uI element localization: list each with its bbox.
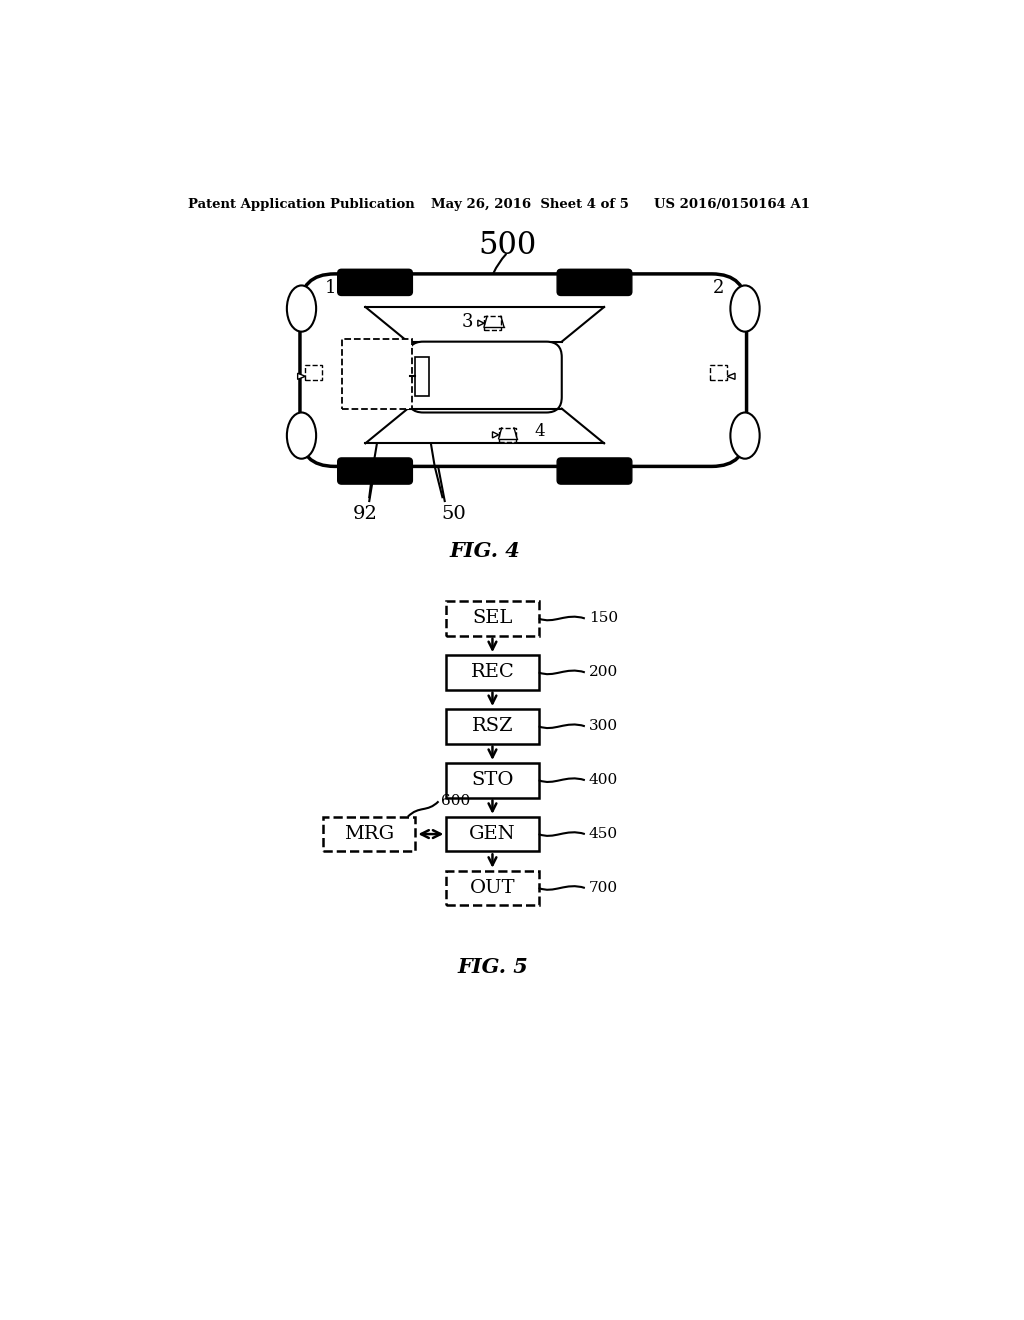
FancyBboxPatch shape	[557, 458, 632, 484]
Ellipse shape	[287, 413, 316, 459]
Text: 200: 200	[589, 665, 617, 680]
Text: FIG. 5: FIG. 5	[457, 957, 527, 977]
Text: 400: 400	[589, 774, 617, 787]
Bar	[305, 364, 323, 380]
FancyBboxPatch shape	[446, 655, 539, 689]
Text: 700: 700	[589, 880, 617, 895]
Text: 300: 300	[589, 719, 617, 734]
FancyBboxPatch shape	[408, 342, 562, 412]
Text: US 2016/0150164 A1: US 2016/0150164 A1	[654, 198, 810, 211]
Bar	[484, 317, 501, 330]
Text: 3: 3	[462, 313, 473, 331]
FancyBboxPatch shape	[446, 871, 539, 906]
FancyBboxPatch shape	[446, 763, 539, 797]
Bar	[416, 358, 429, 396]
FancyBboxPatch shape	[300, 275, 746, 466]
FancyBboxPatch shape	[342, 339, 412, 409]
FancyBboxPatch shape	[446, 709, 539, 743]
Bar	[499, 428, 515, 442]
Text: 500: 500	[479, 230, 537, 261]
Polygon shape	[727, 374, 735, 379]
Ellipse shape	[730, 413, 760, 459]
Polygon shape	[298, 374, 305, 379]
Ellipse shape	[730, 285, 760, 331]
Polygon shape	[493, 432, 499, 438]
Ellipse shape	[287, 285, 316, 331]
FancyBboxPatch shape	[323, 817, 416, 851]
Text: 600: 600	[441, 795, 470, 808]
Text: MRG: MRG	[344, 825, 394, 843]
FancyBboxPatch shape	[338, 269, 413, 296]
FancyBboxPatch shape	[446, 817, 539, 851]
Text: 50: 50	[441, 506, 466, 523]
Polygon shape	[478, 321, 484, 326]
Text: SEL: SEL	[472, 610, 513, 627]
Text: RSZ: RSZ	[472, 717, 513, 735]
Text: 4: 4	[535, 424, 546, 441]
Text: 450: 450	[589, 828, 617, 841]
FancyBboxPatch shape	[557, 269, 632, 296]
FancyBboxPatch shape	[446, 601, 539, 636]
Text: 1: 1	[325, 279, 337, 297]
Text: FIG. 4: FIG. 4	[450, 541, 520, 561]
Text: STO: STO	[471, 771, 514, 789]
Text: REC: REC	[471, 664, 514, 681]
Text: Patent Application Publication: Patent Application Publication	[188, 198, 415, 211]
Text: GEN: GEN	[469, 825, 516, 843]
FancyBboxPatch shape	[338, 458, 413, 484]
Text: OUT: OUT	[470, 879, 515, 898]
Text: 150: 150	[589, 611, 617, 626]
Bar	[711, 364, 727, 380]
Text: May 26, 2016  Sheet 4 of 5: May 26, 2016 Sheet 4 of 5	[431, 198, 629, 211]
Text: 2: 2	[713, 279, 725, 297]
Text: 92: 92	[353, 506, 378, 523]
